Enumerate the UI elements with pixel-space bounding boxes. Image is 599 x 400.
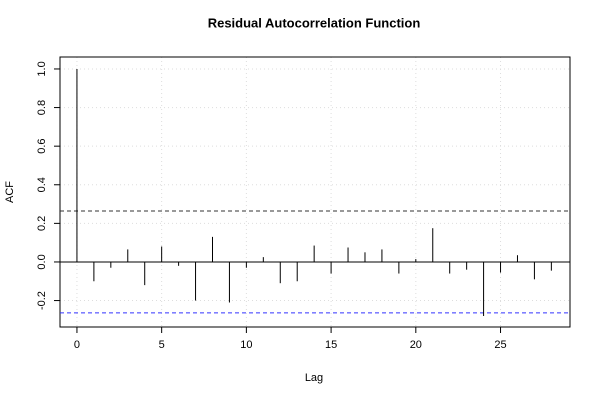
y-tick-label: 1.0: [36, 61, 48, 76]
y-tick-label: -0.2: [36, 291, 48, 310]
x-tick-label: 25: [494, 339, 506, 351]
plot-frame: [59, 56, 571, 328]
y-tick-label: 0.4: [36, 177, 48, 192]
y-axis-label: ACF: [4, 181, 16, 203]
chart-title: Residual Autocorrelation Function: [208, 15, 421, 30]
y-tick-label: 0.8: [36, 100, 48, 115]
x-tick-label: 10: [240, 339, 252, 351]
y-tick-label: 0.6: [36, 139, 48, 154]
y-tick-label: 0.0: [36, 254, 48, 269]
x-tick-label: 0: [74, 339, 80, 351]
y-tick-label: 0.2: [36, 216, 48, 231]
x-tick-label: 5: [159, 339, 165, 351]
x-tick-label: 15: [325, 339, 337, 351]
x-tick-label: 20: [410, 339, 422, 351]
x-axis-label: Lag: [305, 372, 323, 384]
